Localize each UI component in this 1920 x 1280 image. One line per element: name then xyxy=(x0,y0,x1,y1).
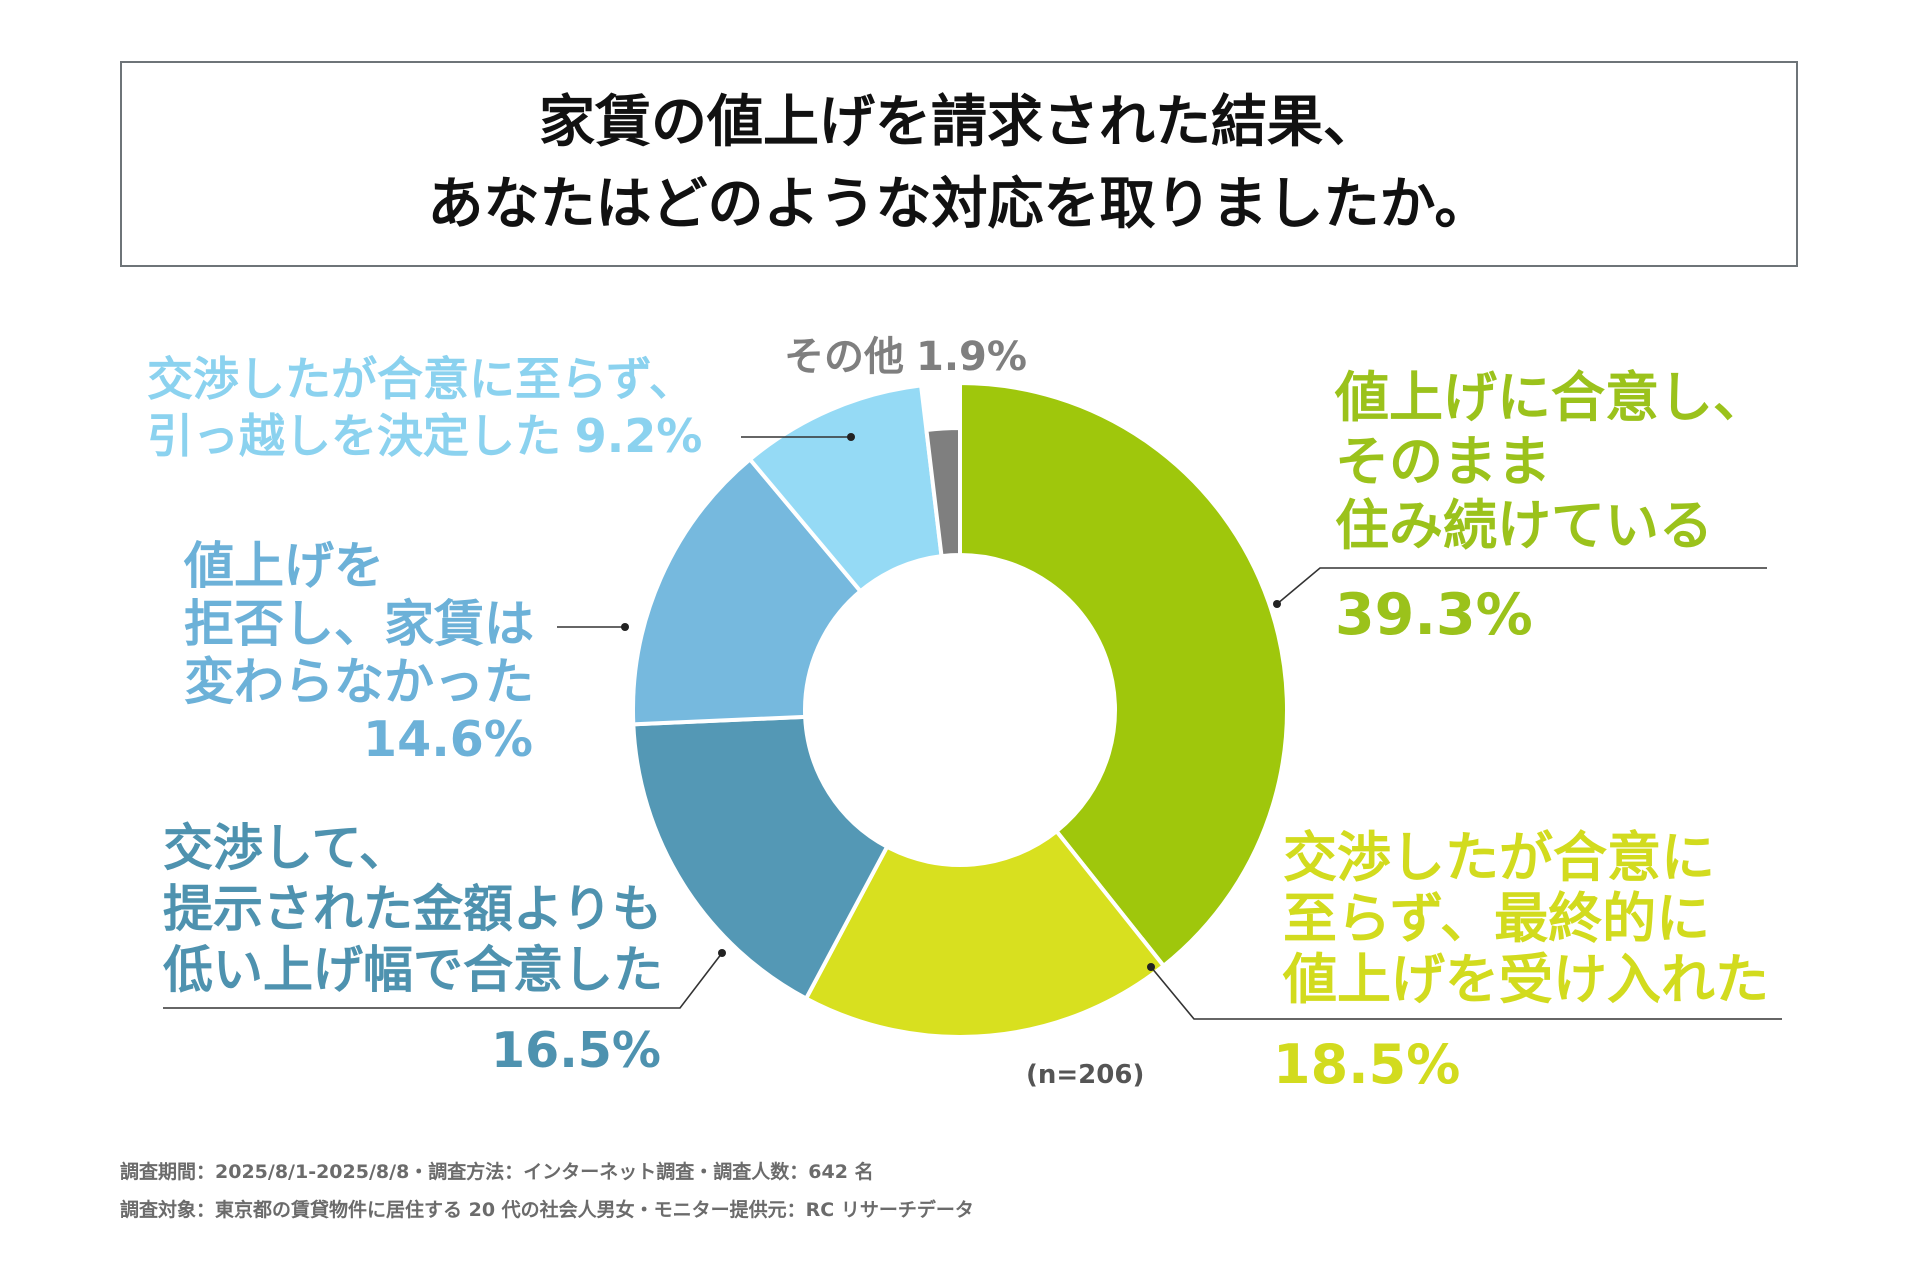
slice-label-4-line-3: 変わらなかった xyxy=(184,653,534,711)
donut-slice-5 xyxy=(747,383,944,594)
slice-value-2: 18.5% xyxy=(1273,1033,1461,1096)
sample-size-note: (n=206) xyxy=(1026,1060,1145,1090)
slice-label-2-line-1: 交渉したが合意に xyxy=(1283,826,1715,889)
slice-label-3-line-1: 交渉して、 xyxy=(163,819,409,877)
slice-label-5-line-2-text: 引っ越しを決定した xyxy=(147,409,561,463)
slice-label-3: 交渉して、 提示された金額よりも 低い上げ幅で合意した xyxy=(163,818,663,1001)
leader-dot-slice-2 xyxy=(1147,963,1155,971)
slice-label-3-line-3: 低い上げ幅で合意した xyxy=(163,941,663,999)
title-box: 家賃の値上げを請求された結果、 あなたはどのような対応を取りましたか。 xyxy=(120,61,1798,267)
leader-dot-slice-4 xyxy=(621,623,629,631)
slice-value-1: 39.3% xyxy=(1335,582,1533,648)
slice-label-5-line-2: 引っ越しを決定した 9.2% xyxy=(147,408,702,465)
survey-period-line: 調査期間：2025/8/1-2025/8/8・調査方法：インターネット調査・調査… xyxy=(120,1161,874,1183)
chart-title-line-2: あなたはどのような対応を取りましたか。 xyxy=(427,172,1491,237)
slice-value-6: 1.9% xyxy=(916,334,1027,380)
slice-label-1: 値上げに合意し、 そのまま 住み続けている xyxy=(1335,366,1767,558)
slice-label-6-text: その他 xyxy=(784,334,904,380)
donut-slices xyxy=(631,381,1289,1039)
slice-label-2: 交渉したが合意に 至らず、最終的に 値上げを受け入れた xyxy=(1283,827,1769,1010)
leader-dot-slice-1 xyxy=(1273,600,1281,608)
slice-label-2-line-2: 至らず、最終的に xyxy=(1283,887,1711,950)
chart-title-line-1: 家賃の値上げを請求された結果、 xyxy=(539,90,1379,155)
slice-label-4-line-2: 拒否し、家賃は xyxy=(184,595,534,653)
slice-value-3: 16.5% xyxy=(491,1022,661,1079)
leader-dot-slice-3 xyxy=(718,949,726,957)
donut-slice-3 xyxy=(631,714,890,1001)
slice-label-5: 交渉したが合意に至らず、 引っ越しを決定した 9.2% xyxy=(147,351,702,465)
slice-label-4-line-1: 値上げを xyxy=(184,537,384,595)
slice-label-1-line-3: 住み続けている xyxy=(1335,494,1713,557)
slice-label-2-line-3: 値上げを受け入れた xyxy=(1283,948,1769,1011)
donut-slice-4 xyxy=(631,457,863,727)
slice-label-1-line-2: そのまま xyxy=(1335,430,1551,493)
slice-value-4: 14.6% xyxy=(363,711,533,768)
donut-slice-1 xyxy=(958,381,1289,968)
slice-label-5-line-1: 交渉したが合意に至らず、 xyxy=(147,352,695,406)
slice-label-4: 値上げを 拒否し、家賃は 変わらなかった xyxy=(184,537,534,711)
donut-slice-6 xyxy=(924,426,962,559)
slice-label-3-line-2: 提示された金額よりも xyxy=(163,880,662,938)
survey-footer: 調査期間：2025/8/1-2025/8/8・調査方法：インターネット調査・調査… xyxy=(120,1153,974,1229)
survey-target-line: 調査対象：東京都の賃貸物件に居住する 20 代の社会人男女・モニター提供元：RC… xyxy=(120,1199,974,1221)
slice-label-6: その他 1.9% xyxy=(784,332,1027,382)
donut-slice-2 xyxy=(804,829,1166,1039)
slice-label-1-line-1: 値上げに合意し、 xyxy=(1335,366,1767,429)
slice-value-5: 9.2% xyxy=(574,409,703,463)
leader-dot-slice-5 xyxy=(847,433,855,441)
leader-dots xyxy=(621,433,1281,971)
